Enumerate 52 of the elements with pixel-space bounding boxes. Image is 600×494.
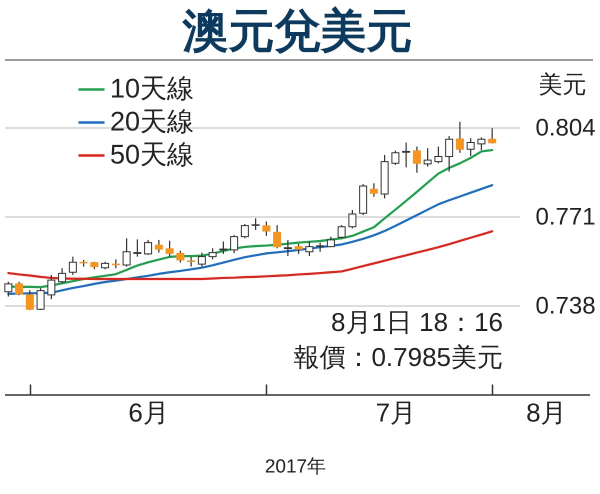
candlestick bbox=[294, 243, 303, 255]
candlestick bbox=[262, 220, 270, 236]
candlestick bbox=[208, 248, 217, 260]
candlestick bbox=[47, 274, 56, 300]
annotation: 報價：0.7985美元 bbox=[293, 342, 503, 372]
candlestick bbox=[4, 281, 12, 298]
candlestick bbox=[36, 288, 45, 311]
candlestick bbox=[305, 240, 314, 257]
candlestick bbox=[26, 289, 34, 311]
candlestick bbox=[252, 218, 260, 231]
legend-label: 20天線 bbox=[110, 106, 194, 136]
legend-label: 10天線 bbox=[110, 74, 194, 104]
candlestick bbox=[370, 182, 378, 198]
candlestick bbox=[434, 146, 442, 164]
candlestick bbox=[154, 239, 163, 254]
candlestick bbox=[240, 223, 249, 239]
candlestick bbox=[58, 268, 66, 284]
candlestick bbox=[456, 121, 464, 154]
candlestick bbox=[412, 146, 421, 174]
y-tick-label: 0.771 bbox=[536, 203, 596, 230]
x-tick-label: 7月 bbox=[376, 398, 416, 428]
x-tick-label: 8月 bbox=[526, 398, 567, 428]
candlestick bbox=[122, 238, 131, 268]
candlestick bbox=[488, 128, 496, 144]
x-axis-title: 2017年 bbox=[264, 456, 326, 478]
y-axis-title: 美元 bbox=[538, 72, 586, 98]
candlestick bbox=[273, 224, 282, 249]
y-tick-label: 0.738 bbox=[536, 292, 596, 320]
candlestick bbox=[176, 250, 184, 264]
candlestick bbox=[68, 256, 77, 276]
candlestick bbox=[133, 238, 142, 258]
annotation: 8月1日 18：16 bbox=[331, 307, 503, 337]
candlestick bbox=[445, 135, 454, 172]
x-tick-label: 6月 bbox=[128, 398, 169, 428]
chart-title: 澳元兌美元 bbox=[182, 4, 412, 56]
candlestick bbox=[477, 136, 486, 151]
candlestick bbox=[316, 242, 324, 252]
y-tick-label: 0.804 bbox=[536, 114, 596, 142]
candlestick bbox=[230, 234, 238, 254]
legend-label: 50天線 bbox=[110, 140, 194, 170]
candlestick bbox=[144, 239, 152, 256]
candlestick bbox=[219, 240, 228, 255]
candlestick bbox=[424, 148, 432, 168]
candlestick bbox=[391, 150, 400, 166]
candlestick bbox=[348, 209, 356, 229]
candlestick bbox=[284, 239, 292, 257]
candlestick bbox=[466, 138, 475, 157]
candlestick bbox=[15, 281, 24, 296]
candlestick bbox=[187, 256, 196, 268]
candlestick bbox=[198, 252, 206, 268]
candlestick bbox=[166, 240, 174, 258]
candlestick bbox=[338, 224, 346, 239]
